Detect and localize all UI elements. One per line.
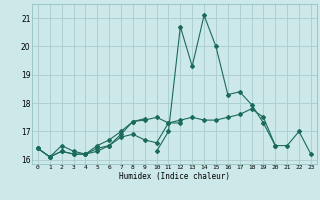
X-axis label: Humidex (Indice chaleur): Humidex (Indice chaleur) [119, 172, 230, 181]
